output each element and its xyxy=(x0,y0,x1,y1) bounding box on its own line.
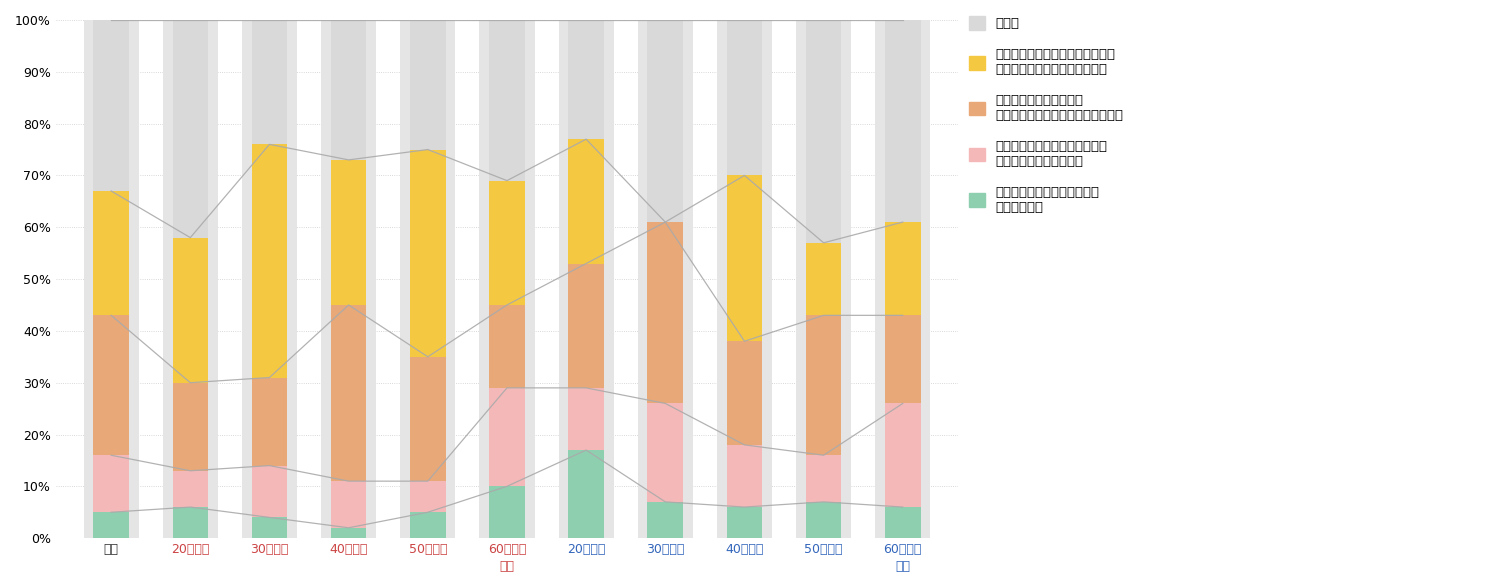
Bar xyxy=(806,502,842,538)
Bar xyxy=(172,383,208,471)
Bar xyxy=(172,238,208,383)
Bar xyxy=(332,305,366,481)
Bar xyxy=(648,20,682,222)
Bar xyxy=(489,181,525,305)
Bar xyxy=(806,455,842,502)
Bar xyxy=(726,175,762,341)
Bar xyxy=(93,315,129,455)
Bar xyxy=(806,243,842,315)
Bar xyxy=(84,20,140,538)
Bar xyxy=(885,403,921,507)
Bar xyxy=(162,20,218,538)
Bar xyxy=(726,20,762,175)
Bar xyxy=(252,144,288,377)
Bar xyxy=(410,357,446,481)
Bar xyxy=(726,445,762,507)
Bar xyxy=(410,20,446,149)
Bar xyxy=(332,160,366,305)
Bar xyxy=(648,502,682,538)
Bar xyxy=(410,481,446,512)
Bar xyxy=(717,20,772,538)
Bar xyxy=(252,20,288,144)
Bar xyxy=(638,20,693,538)
Bar xyxy=(410,512,446,538)
Bar xyxy=(885,20,921,222)
Bar xyxy=(480,20,534,538)
Bar xyxy=(242,20,297,538)
Bar xyxy=(489,20,525,181)
Bar xyxy=(648,403,682,502)
Bar xyxy=(568,450,604,538)
Bar xyxy=(648,222,682,403)
Bar xyxy=(93,191,129,315)
Bar xyxy=(93,512,129,538)
Bar xyxy=(558,20,614,538)
Bar xyxy=(726,341,762,445)
Bar xyxy=(332,481,366,528)
Legend: その他, パンやスイーツ、ドリンクなどの
軽食を販売するフードトラック, たこ焼きや焼き鳥などの
一品料理を提供するフードトラック, お弁当やランチボックスなど: その他, パンやスイーツ、ドリンクなどの 軽食を販売するフードトラック, たこ焼… xyxy=(969,16,1124,213)
Bar xyxy=(252,377,288,466)
Bar xyxy=(885,222,921,315)
Bar xyxy=(400,20,456,538)
Bar xyxy=(568,20,604,139)
Bar xyxy=(252,517,288,538)
Bar xyxy=(885,507,921,538)
Bar xyxy=(172,471,208,507)
Bar xyxy=(332,20,366,160)
Bar xyxy=(796,20,850,538)
Bar xyxy=(332,528,366,538)
Bar xyxy=(568,139,604,263)
Bar xyxy=(568,263,604,388)
Bar xyxy=(321,20,376,538)
Bar xyxy=(410,149,446,357)
Bar xyxy=(93,20,129,191)
Bar xyxy=(568,388,604,450)
Bar xyxy=(172,20,208,238)
Bar xyxy=(806,315,842,455)
Bar xyxy=(726,507,762,538)
Bar xyxy=(93,455,129,512)
Bar xyxy=(252,466,288,517)
Bar xyxy=(489,305,525,388)
Bar xyxy=(874,20,930,538)
Bar xyxy=(885,315,921,403)
Bar xyxy=(172,507,208,538)
Bar xyxy=(489,486,525,538)
Bar xyxy=(489,388,525,486)
Bar xyxy=(806,20,842,243)
